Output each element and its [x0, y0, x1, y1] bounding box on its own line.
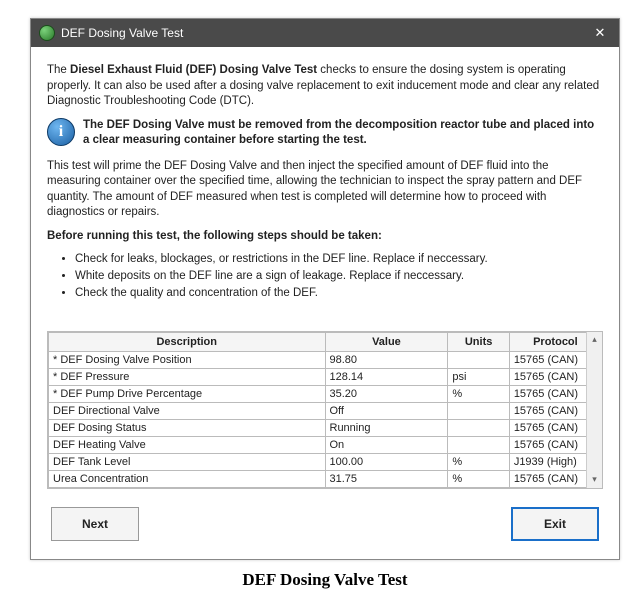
steps-list: Check for leaks, blockages, or restricti… — [75, 252, 603, 301]
table-row[interactable]: DEF Heating ValveOn15765 (CAN) — [49, 436, 602, 453]
dialog-window: DEF Dosing Valve Test ✕ The Diesel Exhau… — [30, 18, 620, 560]
table-row[interactable]: Urea Concentration31.75%15765 (CAN) — [49, 470, 602, 487]
table-row[interactable]: * DEF Dosing Valve Position98.8015765 (C… — [49, 351, 602, 368]
step-item: White deposits on the DEF line are a sig… — [75, 269, 603, 284]
cell-value: 35.20 — [325, 385, 448, 402]
window-title: DEF Dosing Valve Test — [61, 26, 587, 40]
steps-heading-text: Before running this test, the following … — [47, 230, 382, 242]
data-table: Description Value Units Protocol * DEF D… — [48, 332, 602, 488]
cell-desc: DEF Heating Valve — [49, 436, 326, 453]
info-bar: i The DEF Dosing Valve must be removed f… — [47, 118, 603, 149]
table-row[interactable]: * DEF Pump Drive Percentage35.20%15765 (… — [49, 385, 602, 402]
cell-value: On — [325, 436, 448, 453]
info-icon: i — [47, 118, 75, 146]
exit-button[interactable]: Exit — [511, 507, 599, 541]
step-item: Check for leaks, blockages, or restricti… — [75, 252, 603, 267]
cell-desc: Urea Concentration — [49, 470, 326, 487]
table-row[interactable]: DEF Directional ValveOff15765 (CAN) — [49, 402, 602, 419]
scroll-down-icon[interactable]: ▾ — [587, 472, 602, 488]
close-button[interactable]: ✕ — [587, 23, 613, 43]
intro-prefix: The — [47, 64, 70, 76]
header-units[interactable]: Units — [448, 332, 509, 351]
cell-units — [448, 402, 509, 419]
table-row[interactable]: DEF Dosing StatusRunning15765 (CAN) — [49, 419, 602, 436]
cell-units: % — [448, 470, 509, 487]
table-header-row: Description Value Units Protocol — [49, 332, 602, 351]
step-item: Check the quality and concentration of t… — [75, 286, 603, 301]
button-row: Next Exit — [47, 489, 603, 545]
figure-caption: DEF Dosing Valve Test — [30, 570, 620, 590]
cell-units — [448, 436, 509, 453]
cell-desc: * DEF Pressure — [49, 368, 326, 385]
scroll-up-icon[interactable]: ▴ — [587, 332, 602, 348]
data-table-wrap: Description Value Units Protocol * DEF D… — [47, 331, 603, 489]
cell-units — [448, 351, 509, 368]
info-text: The DEF Dosing Valve must be removed fro… — [83, 118, 603, 149]
app-icon — [39, 25, 55, 41]
description-paragraph: This test will prime the DEF Dosing Valv… — [47, 159, 603, 221]
table-row[interactable]: * DEF Pressure128.14psi15765 (CAN) — [49, 368, 602, 385]
intro-paragraph: The Diesel Exhaust Fluid (DEF) Dosing Va… — [47, 63, 603, 110]
cell-value: Running — [325, 419, 448, 436]
cell-value: 98.80 — [325, 351, 448, 368]
steps-heading: Before running this test, the following … — [47, 229, 603, 245]
scrollbar[interactable]: ▴ ▾ — [586, 332, 602, 488]
cell-units: % — [448, 453, 509, 470]
cell-desc: * DEF Pump Drive Percentage — [49, 385, 326, 402]
dialog-body: The Diesel Exhaust Fluid (DEF) Dosing Va… — [31, 47, 619, 559]
titlebar: DEF Dosing Valve Test ✕ — [31, 19, 619, 47]
cell-units — [448, 419, 509, 436]
next-button[interactable]: Next — [51, 507, 139, 541]
cell-value: Off — [325, 402, 448, 419]
header-value[interactable]: Value — [325, 332, 448, 351]
intro-bold: Diesel Exhaust Fluid (DEF) Dosing Valve … — [70, 64, 317, 76]
cell-units: % — [448, 385, 509, 402]
cell-desc: * DEF Dosing Valve Position — [49, 351, 326, 368]
table-body: * DEF Dosing Valve Position98.8015765 (C… — [49, 351, 602, 487]
cell-desc: DEF Dosing Status — [49, 419, 326, 436]
cell-value: 31.75 — [325, 470, 448, 487]
cell-units: psi — [448, 368, 509, 385]
cell-desc: DEF Directional Valve — [49, 402, 326, 419]
cell-value: 100.00 — [325, 453, 448, 470]
cell-desc: DEF Tank Level — [49, 453, 326, 470]
header-description[interactable]: Description — [49, 332, 326, 351]
table-row[interactable]: DEF Tank Level100.00%J1939 (High) — [49, 453, 602, 470]
cell-value: 128.14 — [325, 368, 448, 385]
